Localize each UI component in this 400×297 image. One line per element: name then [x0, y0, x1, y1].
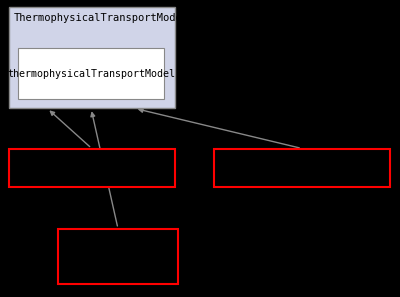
Bar [9, 7, 175, 108]
Bar [9, 148, 175, 187]
Bar [214, 148, 390, 187]
Text: ThermophysicalTransportModels: ThermophysicalTransportModels [14, 13, 195, 23]
Text: thermophysicalTransportModel: thermophysicalTransportModel [7, 69, 175, 78]
Bar [58, 229, 178, 284]
Bar [18, 48, 164, 99]
